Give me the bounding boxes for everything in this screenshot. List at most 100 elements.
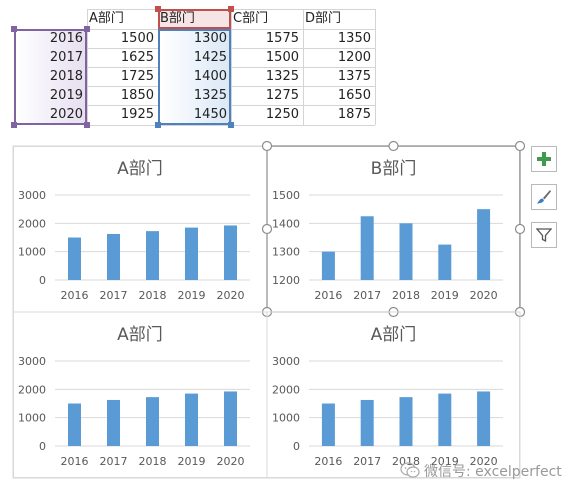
x-tick-label: 2016: [314, 455, 342, 468]
grid-line: [87, 29, 375, 30]
bar[interactable]: [107, 233, 120, 280]
y-tick-label: 0: [39, 440, 46, 453]
year-cell[interactable]: 2018: [49, 69, 83, 84]
value-cell[interactable]: 1400: [193, 69, 227, 84]
chart-elements-button[interactable]: [531, 146, 557, 172]
x-tick-label: 2019: [431, 289, 459, 302]
x-tick-label: 2018: [139, 289, 167, 302]
resize-handle[interactable]: [514, 140, 526, 152]
resize-handle[interactable]: [514, 223, 526, 235]
value-cell[interactable]: 1500: [265, 50, 299, 65]
column-header-cell[interactable]: D部门: [305, 11, 342, 26]
x-tick-label: 2020: [217, 289, 245, 302]
value-cell[interactable]: 1325: [193, 88, 227, 103]
range-handle[interactable]: [155, 122, 161, 128]
value-cell[interactable]: 1325: [265, 69, 299, 84]
value-cell[interactable]: 1250: [265, 107, 299, 122]
grid-line: [87, 105, 375, 106]
range-handle[interactable]: [228, 6, 234, 12]
y-tick-label: 1000: [272, 412, 300, 425]
value-cell[interactable]: 1575: [265, 31, 299, 46]
worksheet-grid[interactable]: A部门 B部门 C部门 D部门 2016 1500 1300 1575 1350 2017 1625…: [0, 0, 574, 130]
bar[interactable]: [185, 393, 198, 446]
value-cell[interactable]: 1375: [337, 69, 371, 84]
bar[interactable]: [399, 397, 413, 446]
range-handle[interactable]: [155, 6, 161, 12]
resize-handle[interactable]: [261, 223, 273, 235]
value-cell[interactable]: 1200: [337, 50, 371, 65]
y-tick-label: 3000: [18, 355, 46, 368]
bar[interactable]: [68, 403, 81, 447]
chart-title: B部门: [371, 159, 417, 179]
chart-2[interactable]: B部门 1200 1300 1400 1500 2016 2017 2018 2019 2020: [261, 140, 526, 318]
value-cell[interactable]: 1625: [120, 50, 154, 65]
value-cell[interactable]: 1875: [337, 107, 371, 122]
chart-1[interactable]: A部门 0 1000 2000 3000 2016 2017 2018 2019 2020: [12, 145, 268, 313]
range-handle[interactable]: [84, 122, 90, 128]
filter-icon: [536, 227, 552, 243]
value-cell[interactable]: 1650: [337, 88, 371, 103]
bar[interactable]: [224, 391, 237, 446]
x-tick-label: 2020: [470, 455, 498, 468]
range-handle[interactable]: [228, 122, 234, 128]
bar[interactable]: [360, 216, 374, 280]
brush-icon: [536, 189, 552, 205]
bar[interactable]: [146, 231, 159, 280]
b-values-range-highlight: [158, 29, 231, 125]
y-tick-label: 1000: [18, 246, 46, 259]
chart-styles-button[interactable]: [531, 184, 557, 210]
y-tick-label: 0: [39, 274, 46, 287]
bar[interactable]: [185, 227, 198, 280]
range-handle[interactable]: [11, 26, 17, 32]
value-cell[interactable]: 1350: [337, 31, 371, 46]
chart-title: A部门: [371, 325, 417, 345]
bar[interactable]: [107, 399, 120, 446]
year-cell[interactable]: 2016: [49, 31, 83, 46]
grid-line: [87, 86, 375, 87]
bar[interactable]: [399, 223, 413, 280]
x-tick-label: 2019: [178, 455, 206, 468]
value-cell[interactable]: 1300: [193, 31, 227, 46]
y-tick-label: 1500: [272, 189, 300, 202]
value-cell[interactable]: 1500: [120, 31, 154, 46]
value-cell[interactable]: 1925: [120, 107, 154, 122]
chart-3[interactable]: A部门 0 1000 2000 3000 2016 2017 2018 2019 2020: [12, 311, 268, 479]
year-cell[interactable]: 2017: [49, 50, 83, 65]
bar[interactable]: [360, 399, 374, 446]
watermark-text: 微信号: excelperfect: [424, 464, 562, 480]
value-cell[interactable]: 1425: [193, 50, 227, 65]
value-cell[interactable]: 1850: [120, 88, 154, 103]
year-cell[interactable]: 2019: [49, 88, 83, 103]
range-handle[interactable]: [84, 26, 90, 32]
x-tick-label: 2016: [61, 455, 89, 468]
x-tick-label: 2017: [353, 289, 381, 302]
range-handle[interactable]: [11, 122, 17, 128]
bar[interactable]: [224, 225, 237, 280]
column-header-cell[interactable]: A部门: [89, 11, 124, 26]
bar[interactable]: [68, 237, 81, 281]
chart-filters-button[interactable]: [531, 222, 557, 248]
bar[interactable]: [477, 209, 491, 280]
resize-handle[interactable]: [261, 140, 273, 152]
bar[interactable]: [438, 393, 452, 446]
bar[interactable]: [321, 251, 335, 280]
x-tick-label: 2018: [139, 455, 167, 468]
bar[interactable]: [438, 244, 452, 280]
bar[interactable]: [321, 403, 335, 447]
column-header-cell[interactable]: C部门: [233, 11, 269, 26]
y-tick-label: 2000: [18, 217, 46, 230]
bar[interactable]: [146, 397, 159, 446]
x-tick-label: 2016: [61, 289, 89, 302]
y-tick-label: 1200: [272, 274, 300, 287]
x-tick-label: 2019: [431, 455, 459, 468]
bar[interactable]: [477, 391, 491, 446]
plus-icon: [536, 151, 552, 167]
value-cell[interactable]: 1275: [265, 88, 299, 103]
year-cell[interactable]: 2020: [49, 107, 83, 122]
value-cell[interactable]: 1450: [193, 107, 227, 122]
column-header-cell[interactable]: B部门: [160, 11, 195, 26]
value-cell[interactable]: 1725: [120, 69, 154, 84]
resize-handle[interactable]: [388, 140, 399, 152]
grid-line: [375, 9, 376, 125]
